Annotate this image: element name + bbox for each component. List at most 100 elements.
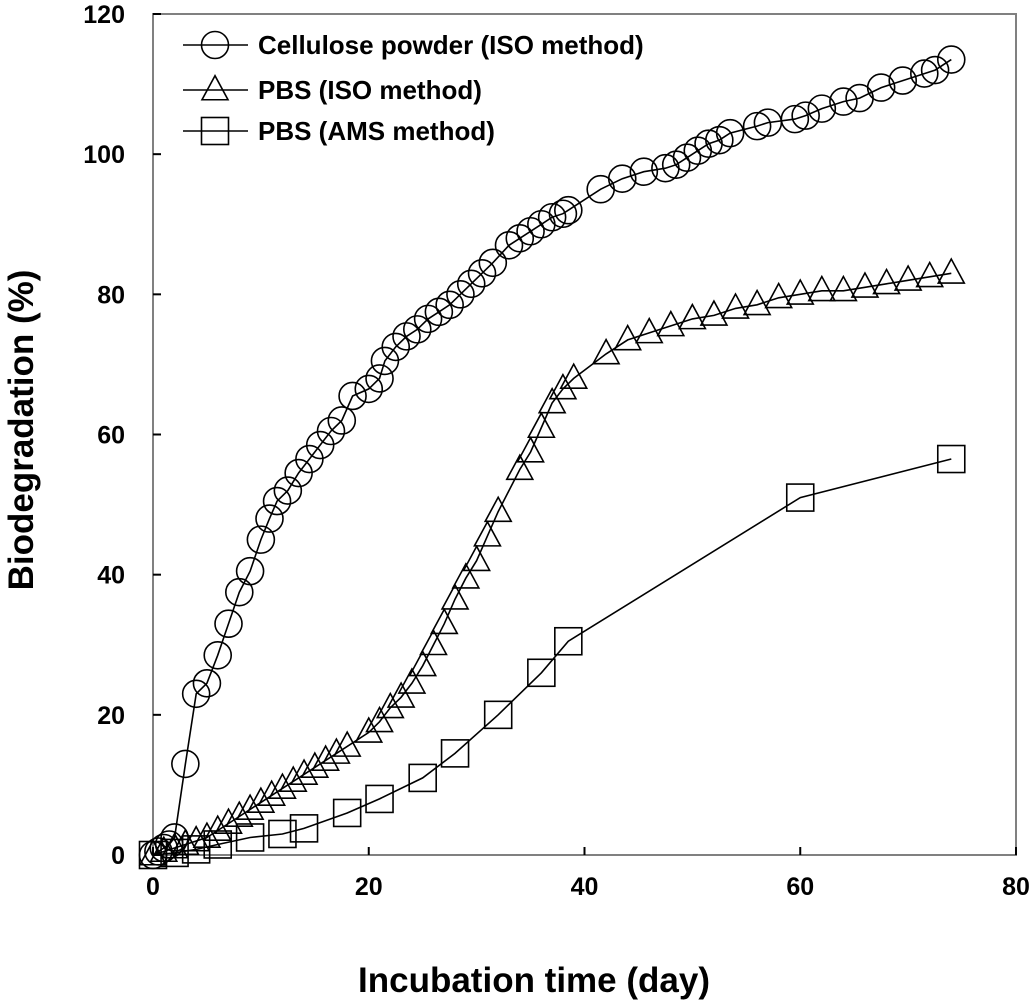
series-line — [152, 458, 952, 856]
data-point-square — [289, 814, 319, 843]
data-point-triangle — [634, 316, 664, 344]
data-point-square — [440, 739, 470, 768]
data-point-triangle — [429, 607, 459, 635]
data-point-triangle — [440, 583, 470, 610]
data-point-circle — [807, 94, 837, 123]
data-point-circle — [505, 223, 535, 253]
data-point-triangle — [311, 744, 340, 771]
data-point-circle — [392, 322, 421, 351]
data-point-circle — [203, 640, 233, 670]
data-point-square — [554, 626, 583, 656]
data-point-triangle — [386, 681, 416, 708]
data-point-circle — [214, 609, 243, 639]
data-point-circle — [467, 259, 497, 288]
data-point-triangle — [203, 814, 233, 842]
data-point-circle — [888, 66, 918, 95]
data-point-circle — [672, 143, 702, 172]
data-point-triangle — [408, 649, 438, 677]
data-point-circle — [936, 45, 966, 74]
data-point-triangle — [807, 274, 837, 302]
legend-entry: Cellulose powder (ISO method) — [183, 30, 644, 60]
data-point-square — [235, 823, 265, 852]
y-axis-title: Biodegradation (%) — [2, 270, 41, 591]
data-point-triangle — [527, 411, 556, 439]
data-point-triangle — [278, 765, 308, 792]
legend-entry: PBS (ISO method) — [183, 74, 482, 105]
data-point-triangle — [419, 628, 448, 656]
y-tick-label: 60 — [97, 422, 125, 450]
data-point-triangle — [872, 267, 901, 295]
data-point-triangle — [397, 667, 427, 694]
data-point-circle — [446, 280, 475, 309]
data-point-circle — [402, 315, 432, 344]
data-point-circle — [181, 679, 211, 709]
data-point-square — [160, 838, 189, 868]
data-point-triangle — [224, 800, 254, 828]
legend-label: PBS (AMS method) — [258, 116, 495, 146]
data-point-triangle — [473, 520, 502, 547]
data-point-triangle — [678, 302, 707, 330]
data-point-triangle — [850, 271, 880, 298]
data-point-circle — [171, 749, 200, 779]
data-point-triangle — [365, 705, 394, 733]
data-point-circle — [791, 101, 820, 130]
data-point-triangle — [613, 323, 642, 351]
data-point-circle — [829, 87, 858, 116]
data-point-triangle — [721, 292, 750, 319]
data-point-circle — [554, 195, 583, 225]
data-point-circle — [866, 73, 896, 102]
data-point-triangle — [559, 362, 589, 389]
data-point-square — [203, 830, 233, 859]
y-tick-label: 0 — [111, 842, 125, 870]
data-point-circle — [548, 199, 578, 229]
data-point-circle — [255, 504, 284, 533]
x-tick-label: 60 — [786, 873, 814, 901]
data-point-circle — [478, 248, 508, 278]
data-point-circle — [910, 59, 939, 88]
data-point-circle — [516, 216, 545, 246]
data-point-triangle — [505, 453, 535, 481]
data-point-circle — [262, 486, 292, 516]
data-point-circle — [435, 290, 464, 320]
data-point-square — [483, 700, 513, 730]
data-point-triangle — [742, 288, 772, 316]
data-point-triangle — [785, 278, 815, 305]
data-point-circle — [424, 297, 454, 327]
x-axis-ticks: 0 20 40 60 80 — [146, 847, 1030, 901]
data-point-triangle — [268, 772, 297, 799]
data-point-triangle — [656, 309, 686, 337]
data-point-triangle — [246, 786, 276, 813]
data-point-circle — [456, 269, 486, 299]
y-tick-label: 120 — [83, 1, 125, 29]
y-tick-label: 100 — [83, 141, 125, 169]
data-point-triangle — [375, 691, 405, 719]
data-point-triangle — [149, 835, 179, 863]
data-point-triangle — [332, 730, 362, 757]
data-point-triangle — [548, 372, 578, 400]
data-point-circle — [715, 118, 745, 148]
legend-circle-icon — [200, 30, 230, 60]
data-point-circle — [920, 55, 950, 85]
data-point-triangle — [451, 562, 481, 589]
data-point-square — [181, 835, 211, 864]
data-point-circle — [316, 416, 346, 446]
legend-entry: PBS (AMS method) — [183, 116, 495, 146]
series-square — [138, 444, 966, 870]
data-point-triangle — [160, 832, 189, 859]
data-point-triangle — [214, 807, 243, 835]
y-axis-ticks: 0 20 40 60 80 100 120 — [83, 1, 161, 870]
data-point-square — [527, 658, 556, 688]
data-point-triangle — [300, 751, 330, 778]
data-point-circle — [537, 202, 567, 232]
data-point-circle — [235, 556, 265, 586]
data-point-circle — [246, 525, 276, 554]
data-point-circle — [273, 476, 303, 505]
data-point-triangle — [936, 257, 966, 284]
series-circle — [138, 45, 966, 870]
data-point-circle — [338, 381, 367, 411]
data-point-circle — [780, 104, 810, 134]
data-point-triangle — [138, 839, 168, 866]
data-point-triangle — [235, 793, 265, 820]
x-tick-label: 40 — [571, 873, 599, 901]
data-point-circle — [742, 111, 772, 141]
